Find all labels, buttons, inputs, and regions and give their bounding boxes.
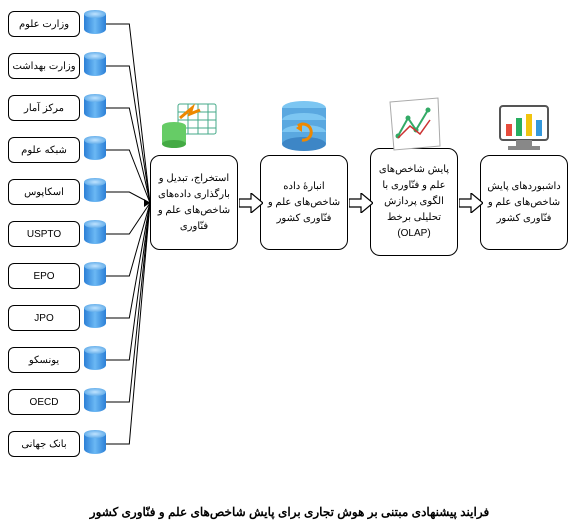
source-label: JPO	[8, 305, 80, 331]
stage-arrow-icon	[349, 193, 373, 213]
source-item: وزارت بهداشت	[6, 48, 106, 84]
stage-arrow-icon	[459, 193, 483, 213]
stage-box: انبارۀ داده شاخص‌های علم و فنّاوری کشور	[260, 155, 348, 250]
database-icon	[84, 388, 106, 416]
etl-icon	[160, 96, 220, 156]
database-icon	[84, 430, 106, 458]
source-item: JPO	[6, 300, 106, 336]
dw-icon	[274, 96, 334, 156]
database-icon	[84, 52, 106, 80]
source-item: مرکز آمار	[6, 90, 106, 126]
source-label: یونسکو	[8, 347, 80, 373]
source-label: اسکاپوس	[8, 179, 80, 205]
source-item: یونسکو	[6, 342, 106, 378]
database-icon	[84, 220, 106, 248]
source-item: EPO	[6, 258, 106, 294]
stage-arrow-icon	[239, 193, 263, 213]
source-item: وزارت علوم	[6, 6, 106, 42]
source-label: مرکز آمار	[8, 95, 80, 121]
database-icon	[84, 178, 106, 206]
database-icon	[84, 304, 106, 332]
source-label: USPTO	[8, 221, 80, 247]
source-label: شبکه علوم	[8, 137, 80, 163]
database-icon	[84, 346, 106, 374]
source-item: بانک جهانی	[6, 426, 106, 462]
source-label: OECD	[8, 389, 80, 415]
source-label: وزارت بهداشت	[8, 53, 80, 79]
olap-icon	[384, 96, 444, 156]
source-item: USPTO	[6, 216, 106, 252]
stage-box: پایش شاخص‌های علم و فنّاوری با الگوی پرد…	[370, 148, 458, 256]
source-item: OECD	[6, 384, 106, 420]
database-icon	[84, 262, 106, 290]
database-icon	[84, 10, 106, 38]
dash-icon	[494, 96, 554, 156]
source-label: وزارت علوم	[8, 11, 80, 37]
source-label: EPO	[8, 263, 80, 289]
source-item: شبکه علوم	[6, 132, 106, 168]
source-label: بانک جهانی	[8, 431, 80, 457]
stage-box: استخراج، تبدیل و بارگذاری داده‌های شاخص‌…	[150, 155, 238, 250]
source-item: اسکاپوس	[6, 174, 106, 210]
stage-box: داشبوردهای پایش شاخص‌های علم و فنّاوری ک…	[480, 155, 568, 250]
database-icon	[84, 94, 106, 122]
diagram-caption: فرایند پیشنهادی مبتنی بر هوش تجاری برای …	[0, 505, 579, 519]
database-icon	[84, 136, 106, 164]
